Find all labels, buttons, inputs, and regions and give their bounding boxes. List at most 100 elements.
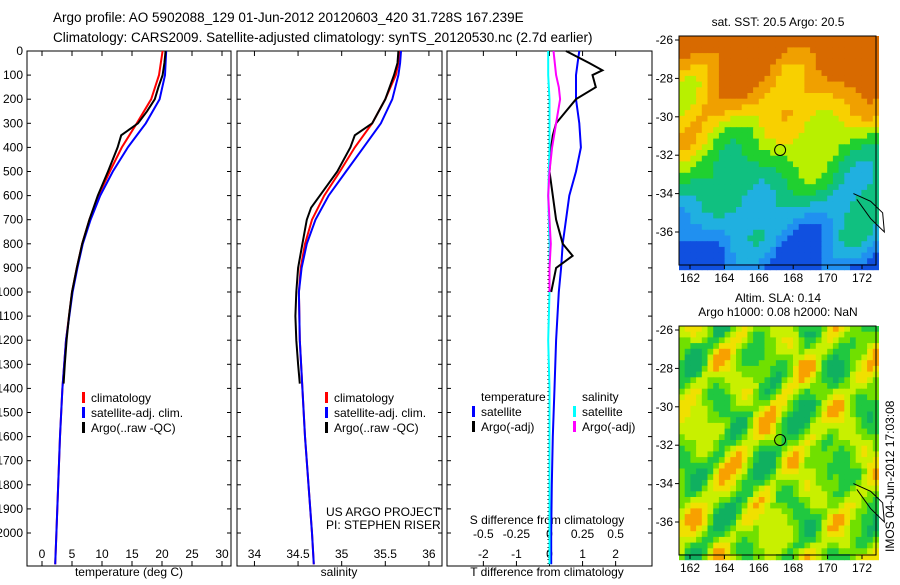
map-cell [696,474,703,481]
map-cell [804,354,811,361]
map-cell [770,331,777,338]
map-cell [804,514,811,521]
map-cell [753,360,760,367]
map-cell [838,70,845,77]
map-cell [758,155,765,162]
map-cell [810,457,817,464]
map-cell [821,241,828,248]
map-cell [815,167,822,174]
map-cell [747,144,754,151]
map-cell [736,377,743,384]
map-cell [741,331,748,338]
sst-map-frame [678,35,877,266]
map-cell [753,138,760,145]
map-cell [713,161,720,168]
map-cell [775,178,783,185]
map-cell [827,343,834,350]
map-cell [736,548,743,555]
map-cell [713,457,720,464]
map-cell [724,201,731,208]
map-cell [679,417,686,424]
map-cell [787,554,794,561]
map-cell [804,422,811,430]
map-cell [730,548,737,555]
map-cell [861,491,868,498]
map-cell [775,264,783,271]
map-cell [872,264,879,271]
map-cell [770,491,777,498]
map-cell [775,536,783,544]
map-cell [690,394,697,401]
map-cell [787,360,794,367]
map-cell [793,104,800,111]
map-cell [850,184,857,191]
map-cell [701,167,708,174]
map-cell [696,514,703,521]
map-cell [684,377,691,384]
map-cell [793,400,800,407]
map-cell [793,491,800,498]
map-cell [815,144,822,151]
map-cell [850,218,857,225]
map-cell [844,178,851,185]
map-cell [690,468,697,475]
map-cell [815,252,822,259]
map-cell [804,53,811,60]
map-cell [838,47,845,54]
map-cell [701,104,708,111]
map-cell [827,417,834,424]
map-cell [810,241,817,248]
map-cell [764,201,771,208]
map-cell [804,150,811,157]
map-cell [736,542,743,549]
map-cell [838,542,845,549]
map-cell [781,161,788,168]
map-cell [832,354,840,361]
map-cell [741,440,748,447]
map-cell [855,451,862,458]
map-cell [844,331,851,338]
map-cell [855,445,862,452]
map-cell [798,462,805,469]
map-cell [787,497,794,504]
map-cell [861,58,868,65]
map-cell [775,474,783,481]
map-cell [718,502,726,509]
map-cell [804,155,811,162]
map-cell [741,127,748,134]
map-cell [770,81,777,88]
map-cell [775,360,783,367]
map-cell [770,258,777,265]
map-cell [804,184,811,191]
x-tick-label: 10 [95,547,109,561]
map-cell [850,235,857,242]
map-cell [724,457,731,464]
map-cell [718,246,726,254]
map-cell [787,536,794,544]
map-cell [753,497,760,504]
map-cell [804,536,811,544]
map-cell [804,388,811,395]
map-cell [684,47,691,54]
map-cell [770,365,777,373]
x-tick-label: 34 [248,547,262,561]
map-cell [838,451,845,458]
map-cell [679,258,686,265]
map-cell [679,348,686,355]
map-cell [713,411,720,418]
map-cell [758,525,765,532]
map-cell [679,479,686,487]
map-cell [718,326,726,333]
map-cell [793,451,800,458]
map-cell [741,235,748,242]
map-cell [793,474,800,481]
map-cell [861,502,868,509]
map-cell [684,161,691,168]
map-cell [707,428,714,435]
map-cell [804,172,811,179]
map-cell [775,252,783,259]
map-cell [690,41,697,48]
map-cell [850,457,857,464]
map-cell [793,337,800,344]
map-cell [798,531,805,538]
